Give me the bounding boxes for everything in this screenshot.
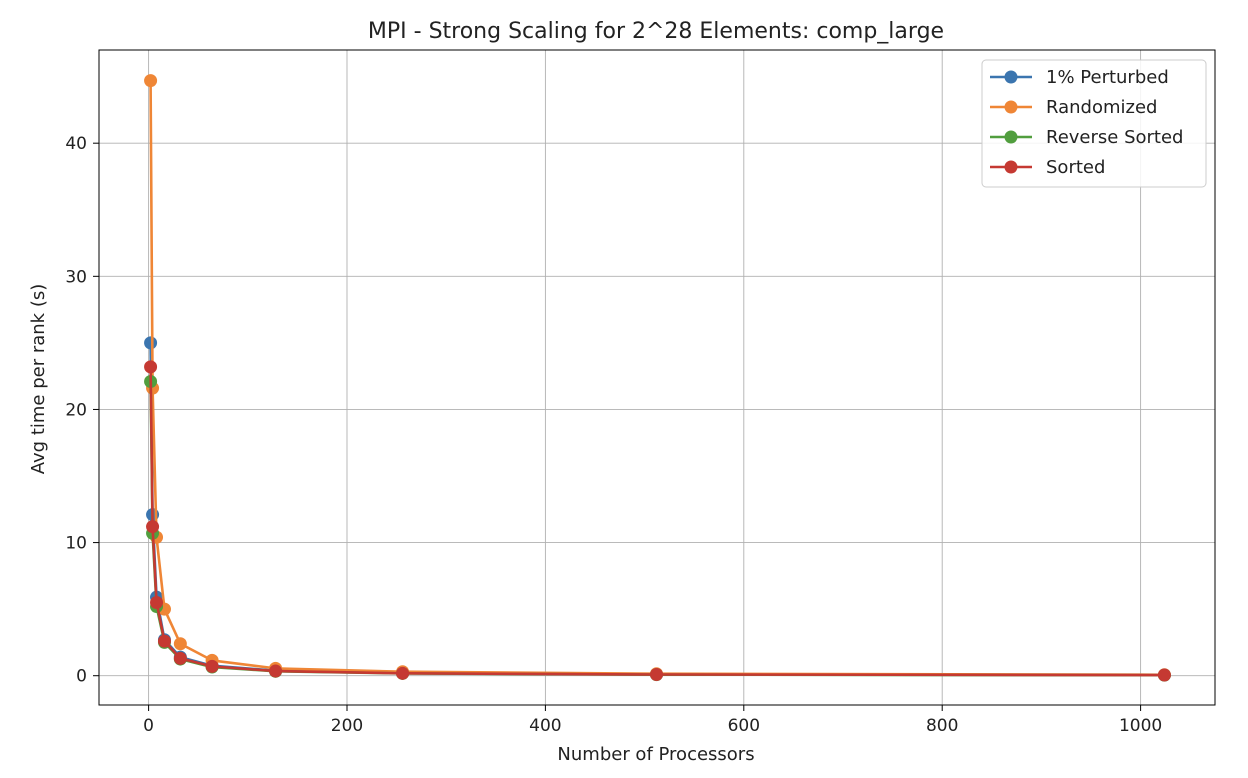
data-point	[144, 360, 158, 374]
x-tick-label: 200	[331, 716, 363, 736]
y-tick-label: 40	[65, 134, 87, 154]
legend-marker	[1004, 160, 1018, 174]
data-point	[173, 651, 187, 665]
legend-item: 1% Perturbed	[990, 67, 1169, 88]
axis-ticks: 0 200 400 600 800 1000 0 10 20 30 40	[65, 134, 1162, 736]
data-point	[650, 668, 664, 682]
chart-title: MPI - Strong Scaling for 2^28 Elements: …	[368, 19, 944, 44]
x-tick-label: 400	[529, 716, 561, 736]
series-line	[149, 381, 1165, 677]
legend-marker	[1004, 130, 1018, 144]
data-point	[396, 666, 410, 680]
legend-label: 1% Perturbed	[1046, 67, 1169, 88]
legend-item: Sorted	[990, 157, 1105, 178]
legend-marker	[1004, 100, 1018, 114]
series-reverse-sorted	[144, 374, 1171, 682]
x-tick-label: 600	[728, 716, 760, 736]
series-line	[149, 342, 1165, 677]
data-point	[269, 664, 283, 678]
legend-label: Reverse Sorted	[1046, 127, 1183, 148]
y-tick-label: 0	[76, 667, 87, 687]
series-line	[149, 366, 1165, 677]
data-point	[1157, 668, 1171, 682]
data-point	[144, 74, 158, 88]
y-tick-label: 10	[65, 534, 87, 554]
data-point	[144, 336, 158, 350]
x-axis-label: Number of Processors	[557, 744, 754, 765]
data-point	[146, 520, 160, 534]
series-sorted	[144, 360, 1171, 682]
x-tick-label: 0	[143, 716, 154, 736]
legend: 1% Perturbed Randomized Reverse Sorted Sort…	[981, 59, 1207, 188]
data-series	[144, 74, 1171, 682]
x-tick-label: 1000	[1119, 716, 1162, 736]
y-tick-label: 30	[65, 267, 87, 287]
legend-item: Reverse Sorted	[990, 127, 1183, 148]
x-tick-label: 800	[926, 716, 958, 736]
legend-label: Sorted	[1046, 157, 1105, 178]
data-point	[205, 659, 219, 673]
data-point	[173, 637, 187, 651]
data-point	[150, 595, 164, 609]
legend-label: Randomized	[1046, 97, 1157, 118]
series-1-perturbed	[144, 336, 1171, 682]
y-tick-label: 20	[65, 400, 87, 420]
legend-item: Randomized	[990, 97, 1157, 118]
y-axis-label: Avg time per rank (s)	[28, 284, 49, 474]
plot-frame	[98, 49, 1216, 706]
legend-box	[981, 59, 1207, 188]
data-point	[157, 634, 171, 648]
legend-marker	[1004, 70, 1018, 84]
